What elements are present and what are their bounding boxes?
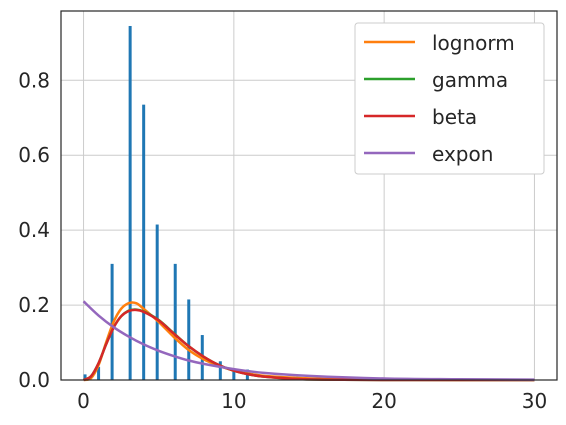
- legend-label-gamma: gamma: [432, 68, 508, 92]
- x-tick-label-20: 20: [371, 389, 396, 413]
- y-tick-label-0-2: 0.2: [18, 293, 50, 317]
- x-tick-label-0: 0: [77, 389, 90, 413]
- y-tick-label-0-6: 0.6: [18, 143, 50, 167]
- y-tick-label-0: 0.0: [18, 368, 50, 392]
- histogram-bar-7: [187, 299, 190, 380]
- legend: lognorm gamma beta expon: [355, 23, 544, 174]
- y-tick-label-0-4: 0.4: [18, 218, 50, 242]
- legend-label-beta: beta: [432, 105, 477, 129]
- x-tick-label-30: 30: [522, 389, 547, 413]
- histogram-bar-5: [156, 225, 159, 380]
- legend-label-expon: expon: [432, 142, 493, 166]
- legend-label-lognorm: lognorm: [432, 31, 515, 55]
- histogram-bar-6: [174, 264, 177, 380]
- x-tick-label-10: 10: [221, 389, 246, 413]
- y-tick-label-0-8: 0.8: [18, 68, 50, 92]
- histogram-bar-3: [129, 26, 132, 380]
- histogram-bar-4: [142, 105, 145, 380]
